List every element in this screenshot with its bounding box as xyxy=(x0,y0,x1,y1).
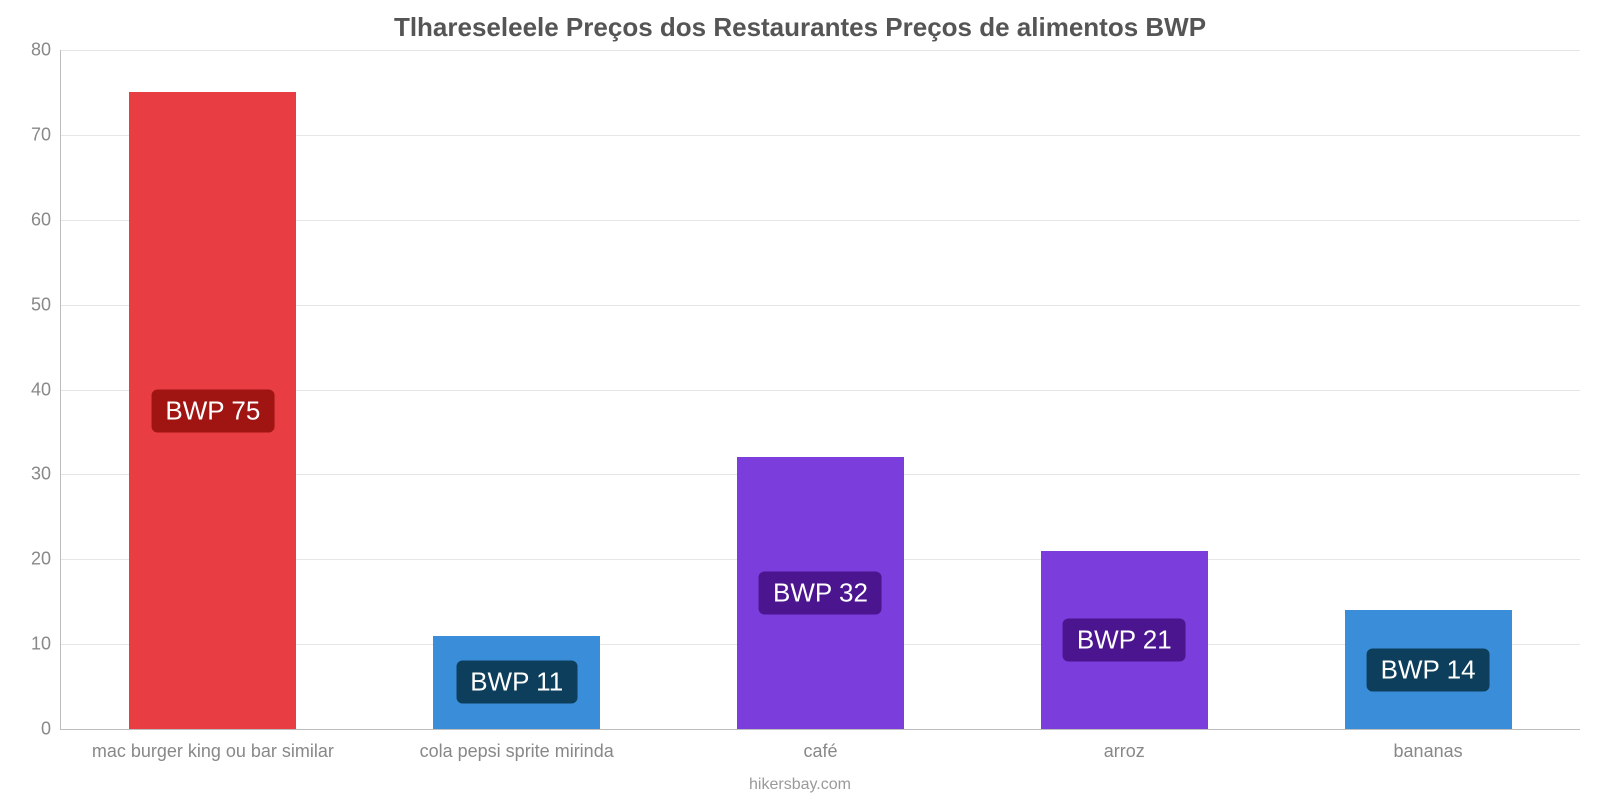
data-label: BWP 75 xyxy=(151,389,274,432)
y-tick-label: 30 xyxy=(31,464,51,485)
y-tick-label: 80 xyxy=(31,40,51,61)
bar-slot: BWP 21arroz xyxy=(1041,50,1208,729)
price-chart: Tlhareseleele Preços dos Restaurantes Pr… xyxy=(0,0,1600,800)
y-tick-label: 0 xyxy=(41,719,51,740)
y-tick-label: 20 xyxy=(31,549,51,570)
credit-text: hikersbay.com xyxy=(0,776,1600,794)
data-label: BWP 21 xyxy=(1063,618,1186,661)
bar-slot: BWP 75mac burger king ou bar similar xyxy=(129,50,296,729)
y-tick-label: 70 xyxy=(31,124,51,145)
x-tick-label: bananas xyxy=(1394,741,1463,762)
x-tick-label: café xyxy=(803,741,837,762)
chart-title: Tlhareseleele Preços dos Restaurantes Pr… xyxy=(0,12,1600,43)
data-label: BWP 14 xyxy=(1367,648,1490,691)
x-tick-label: cola pepsi sprite mirinda xyxy=(420,741,614,762)
data-label: BWP 11 xyxy=(456,661,577,704)
y-tick-label: 40 xyxy=(31,379,51,400)
x-tick-label: mac burger king ou bar similar xyxy=(92,741,334,762)
bar-slot: BWP 11cola pepsi sprite mirinda xyxy=(433,50,600,729)
y-tick-label: 50 xyxy=(31,294,51,315)
x-tick-label: arroz xyxy=(1104,741,1145,762)
data-label: BWP 32 xyxy=(759,572,882,615)
bar-slot: BWP 32café xyxy=(737,50,904,729)
y-tick-label: 60 xyxy=(31,209,51,230)
bar-slot: BWP 14bananas xyxy=(1345,50,1512,729)
plot-area: 01020304050607080BWP 75mac burger king o… xyxy=(60,50,1580,730)
y-tick-label: 10 xyxy=(31,634,51,655)
